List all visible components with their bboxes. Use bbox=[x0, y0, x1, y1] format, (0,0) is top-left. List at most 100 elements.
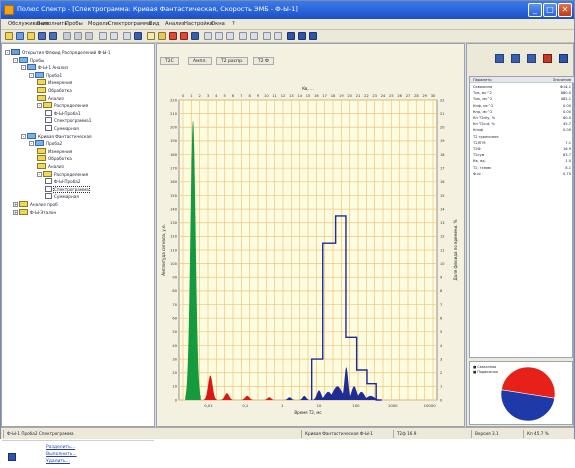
tree-action-link[interactable]: Выполнить... bbox=[46, 452, 77, 457]
collapse-icon[interactable]: - bbox=[21, 133, 26, 139]
save-all-icon[interactable] bbox=[49, 32, 57, 40]
tree-node[interactable]: - Пробы bbox=[13, 56, 44, 64]
window-cascade-icon[interactable] bbox=[298, 32, 306, 40]
menu-item[interactable]: Окна bbox=[211, 21, 225, 27]
folder-icon[interactable] bbox=[5, 32, 13, 40]
tree-node[interactable]: - Распределения bbox=[37, 102, 88, 109]
new-icon[interactable] bbox=[16, 32, 24, 40]
parameter-row[interactable]: Т2 граничное bbox=[470, 134, 574, 140]
tree-node[interactable]: - Проба1 bbox=[29, 71, 62, 79]
parameter-row[interactable]: Т2Ф 16.9 bbox=[470, 146, 574, 152]
tree-node[interactable]: - Распределения bbox=[37, 170, 88, 178]
tree-node[interactable]: Спектрограмма1 bbox=[45, 117, 91, 124]
tree-node[interactable]: Обработка bbox=[37, 155, 72, 162]
search-icon[interactable] bbox=[147, 32, 155, 40]
parameter-row[interactable]: Кпэф 0.00 bbox=[470, 127, 574, 133]
copy-icon[interactable] bbox=[74, 32, 82, 40]
open-icon[interactable] bbox=[27, 32, 35, 40]
menu-item[interactable]: Выполнить bbox=[37, 21, 68, 27]
collapse-icon[interactable]: - bbox=[29, 72, 34, 78]
curve-icon[interactable] bbox=[191, 32, 199, 40]
minimize-button[interactable]: _ bbox=[528, 3, 542, 17]
chart-tab[interactable]: T2С bbox=[160, 57, 179, 65]
menu-item[interactable]: Спектрограмма bbox=[108, 21, 152, 27]
menu-item[interactable]: Модели bbox=[88, 21, 110, 27]
undo-icon[interactable] bbox=[99, 32, 107, 40]
chart-tab[interactable]: Т2 распр. bbox=[216, 57, 249, 65]
menu-item[interactable]: Обслуживание bbox=[8, 21, 49, 27]
parameter-row[interactable]: Т2, тсммк 8.1 bbox=[470, 165, 574, 171]
record-icon[interactable] bbox=[543, 54, 552, 63]
tree-node[interactable]: Анализ bbox=[37, 163, 64, 170]
tree-node[interactable]: - Ф-Ы-1 Анализ bbox=[21, 64, 68, 71]
paste-icon[interactable] bbox=[85, 32, 93, 40]
window-arrange-icon[interactable] bbox=[309, 32, 317, 40]
settings-icon[interactable] bbox=[263, 32, 271, 40]
line-chart-icon[interactable] bbox=[511, 54, 520, 63]
tree-node[interactable]: Суммарная bbox=[45, 125, 79, 132]
title-bar[interactable]: Полюс Спектр - [Спектрограмма: Кривая Фа… bbox=[1, 1, 574, 19]
print-icon[interactable] bbox=[239, 32, 247, 40]
menu-item[interactable]: Анализ bbox=[165, 21, 185, 27]
bar-chart-icon[interactable] bbox=[495, 54, 504, 63]
save-icon[interactable] bbox=[38, 32, 46, 40]
marker-icon[interactable] bbox=[169, 32, 177, 40]
fit-icon[interactable] bbox=[226, 32, 234, 40]
tree-node[interactable]: + Анализ проб bbox=[13, 201, 58, 208]
collapse-icon[interactable]: - bbox=[5, 50, 10, 55]
tree-node[interactable]: Суммарная bbox=[45, 193, 79, 200]
tree-node[interactable]: Ф-Ы-Проба1 bbox=[45, 109, 81, 117]
parameter-row[interactable]: Кп T2cut, % 45.7 bbox=[470, 121, 574, 127]
chart-tab[interactable]: Ампл. bbox=[188, 57, 212, 65]
parameter-row[interactable]: Т2ЛГМ 7.1 bbox=[470, 140, 574, 146]
parameter-row[interactable]: Т2сум 83.7 bbox=[470, 152, 574, 158]
menu-item[interactable]: Вид bbox=[149, 21, 160, 27]
parameter-row[interactable]: Ткв, мс^2 880.0 bbox=[470, 90, 574, 96]
cut-icon[interactable] bbox=[63, 32, 71, 40]
tree-node[interactable]: Измерения bbox=[37, 79, 72, 86]
layout-icon[interactable] bbox=[559, 54, 568, 63]
tree-node[interactable]: - Проба2 bbox=[29, 140, 62, 147]
expand-icon[interactable]: + bbox=[13, 209, 18, 215]
tree-action-link[interactable]: Разделить... bbox=[46, 445, 76, 450]
collapse-icon[interactable]: - bbox=[37, 171, 42, 177]
tree-node[interactable]: Измерения bbox=[37, 147, 72, 155]
grid-icon[interactable] bbox=[123, 32, 131, 40]
close-button[interactable]: ✕ bbox=[558, 3, 572, 17]
parameter-row[interactable]: Тмк, мс^2 482.1 bbox=[470, 96, 574, 102]
export-icon[interactable] bbox=[274, 32, 282, 40]
collapse-icon[interactable]: - bbox=[13, 57, 18, 63]
zoom-in-icon[interactable] bbox=[204, 32, 212, 40]
parameter-row[interactable]: Кпф, мс^2 0.00 bbox=[470, 103, 574, 109]
collapse-icon[interactable]: - bbox=[21, 65, 26, 71]
tree-node[interactable]: Ф-Ы-Проба2 bbox=[45, 178, 81, 185]
menu-item[interactable]: ? bbox=[232, 21, 235, 27]
maximize-button[interactable]: □ bbox=[543, 3, 557, 17]
pen-icon[interactable] bbox=[180, 32, 188, 40]
help-icon[interactable] bbox=[8, 453, 16, 461]
tree-node[interactable]: - Открытия Флюид Распределений Ф-Ы-1 bbox=[5, 49, 111, 56]
area-chart-icon[interactable] bbox=[527, 54, 536, 63]
tree-action-link[interactable]: Удалить... bbox=[46, 459, 70, 464]
collapse-icon[interactable]: - bbox=[29, 141, 34, 147]
parameter-row[interactable]: Кпр, мс^2 0.00 bbox=[470, 109, 574, 115]
tree-node[interactable]: Спектрограмма bbox=[45, 185, 90, 193]
preview-icon[interactable] bbox=[250, 32, 258, 40]
menu-item[interactable]: Пробы bbox=[65, 21, 83, 27]
tree-node[interactable]: + Ф-Ы-Эталон bbox=[13, 208, 56, 216]
zoom-out-icon[interactable] bbox=[215, 32, 223, 40]
parameter-row[interactable]: Кп T2dry, % 60.0 bbox=[470, 115, 574, 121]
parameter-row[interactable]: Скважина Ф-Ы-1 bbox=[470, 84, 574, 90]
tree-node[interactable]: - Кривая Фантастическая bbox=[21, 132, 92, 140]
window-tile-icon[interactable] bbox=[287, 32, 295, 40]
ruler-icon[interactable] bbox=[158, 32, 166, 40]
tree-node[interactable]: Обработка bbox=[37, 87, 72, 94]
tree-node[interactable]: Анализ bbox=[37, 94, 64, 102]
chart-icon[interactable] bbox=[134, 32, 142, 40]
chart-tab[interactable]: Т2 Ф bbox=[253, 57, 274, 65]
parameter-row[interactable]: Кв, ед. 1.0 bbox=[470, 158, 574, 164]
redo-icon[interactable] bbox=[110, 32, 118, 40]
expand-icon[interactable]: + bbox=[13, 202, 18, 207]
menu-item[interactable]: Настройки bbox=[184, 21, 214, 27]
collapse-icon[interactable]: - bbox=[37, 103, 42, 109]
